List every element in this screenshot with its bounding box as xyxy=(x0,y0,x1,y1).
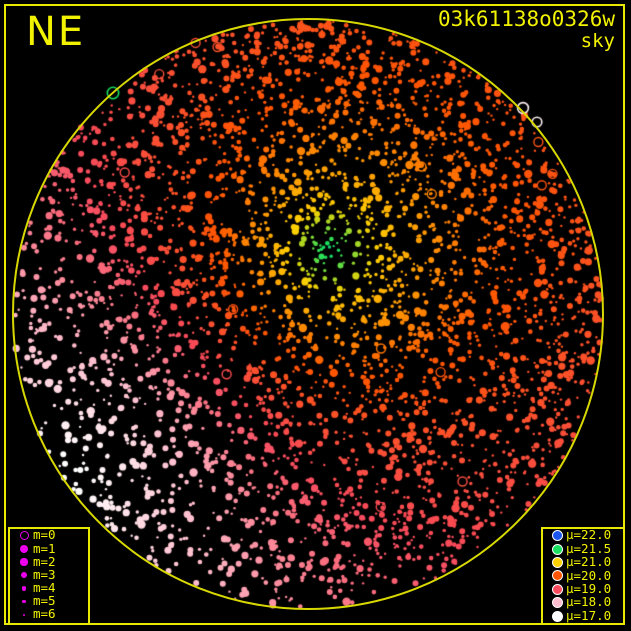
mu-color-dot-icon xyxy=(551,556,563,568)
page-title: 03k61138o0326w xyxy=(437,7,615,31)
magnitude-symbol-1 xyxy=(15,544,33,553)
magnitude-symbol-3 xyxy=(15,572,33,579)
mu-legend-row: μ=22.0 xyxy=(543,529,623,542)
mu-swatch-3 xyxy=(548,570,566,582)
mu-legend-label: μ=22.0 xyxy=(566,527,612,543)
magnitude-legend-row: m=4 xyxy=(10,582,88,595)
magnitude-symbol-6 xyxy=(15,613,33,616)
page-subtitle: sky xyxy=(580,30,615,52)
mu-legend-label: μ=19.0 xyxy=(566,581,612,596)
magnitude-legend-row: m=5 xyxy=(10,595,88,608)
surface-brightness-legend: μ=22.0 μ=21.5 μ=21.0 μ=20.0 μ=19.0 μ=18.0 μ=17… xyxy=(541,527,625,625)
title-block: 03k61138o0326w sky xyxy=(438,8,615,52)
magnitude-symbol-0 xyxy=(15,531,33,541)
mu-swatch-0 xyxy=(548,530,566,542)
magnitude-legend-row: m=6 xyxy=(10,608,88,621)
magnitude-legend-label: m=1 xyxy=(33,540,56,556)
magnitude-legend-label: m=0 xyxy=(33,527,56,543)
magnitude-symbol-4 xyxy=(15,586,33,591)
magnitude-symbol-5 xyxy=(15,599,33,604)
magnitude-dot-icon xyxy=(21,586,27,591)
plot-frame-border xyxy=(4,4,625,625)
magnitude-dot-icon xyxy=(20,558,28,566)
mu-legend-row: μ=21.0 xyxy=(543,556,623,569)
magnitude-legend-row: m=1 xyxy=(10,542,88,555)
magnitude-legend: m=0 m=1 m=2 m=3 m=4 m=5 m=6 xyxy=(8,527,90,625)
magnitude-legend-label: m=2 xyxy=(33,553,56,569)
mu-legend-label: μ=21.5 xyxy=(566,540,612,556)
mu-color-dot-icon xyxy=(551,543,563,555)
magnitude-dot-icon xyxy=(21,572,27,579)
mu-legend-label: μ=18.0 xyxy=(566,594,612,610)
direction-label: NE xyxy=(26,9,86,55)
mu-color-dot-icon xyxy=(551,597,563,609)
mu-swatch-2 xyxy=(548,556,566,568)
magnitude-dot-icon xyxy=(19,531,29,541)
magnitude-legend-label: m=4 xyxy=(33,580,56,596)
mu-color-dot-icon xyxy=(551,530,563,542)
mu-color-dot-icon xyxy=(551,610,563,622)
magnitude-legend-label: m=3 xyxy=(33,566,56,582)
mu-legend-row: μ=18.0 xyxy=(543,596,623,609)
mu-swatch-5 xyxy=(548,597,566,609)
mu-legend-row: μ=21.5 xyxy=(543,542,623,555)
magnitude-legend-label: m=5 xyxy=(33,593,56,609)
mu-swatch-4 xyxy=(548,583,566,595)
mu-legend-row: μ=19.0 xyxy=(543,581,623,596)
magnitude-symbol-2 xyxy=(15,558,33,566)
mu-legend-label: μ=17.0 xyxy=(566,607,612,623)
mu-color-dot-icon xyxy=(551,570,563,582)
mu-legend-row: μ=17.0 xyxy=(543,609,623,622)
mu-swatch-1 xyxy=(548,543,566,555)
magnitude-legend-row: m=0 xyxy=(10,529,88,542)
mu-legend-label: μ=20.0 xyxy=(566,567,612,583)
magnitude-dot-icon xyxy=(19,544,29,553)
magnitude-dot-icon xyxy=(22,613,26,616)
mu-swatch-6 xyxy=(548,610,566,622)
magnitude-legend-row: m=3 xyxy=(10,566,88,582)
magnitude-legend-label: m=6 xyxy=(33,606,56,622)
magnitude-dot-icon xyxy=(22,599,26,604)
magnitude-legend-row: m=2 xyxy=(10,555,88,568)
mu-legend-label: μ=21.0 xyxy=(566,554,612,570)
mu-color-dot-icon xyxy=(551,583,563,595)
mu-legend-row: μ=20.0 xyxy=(543,569,623,582)
